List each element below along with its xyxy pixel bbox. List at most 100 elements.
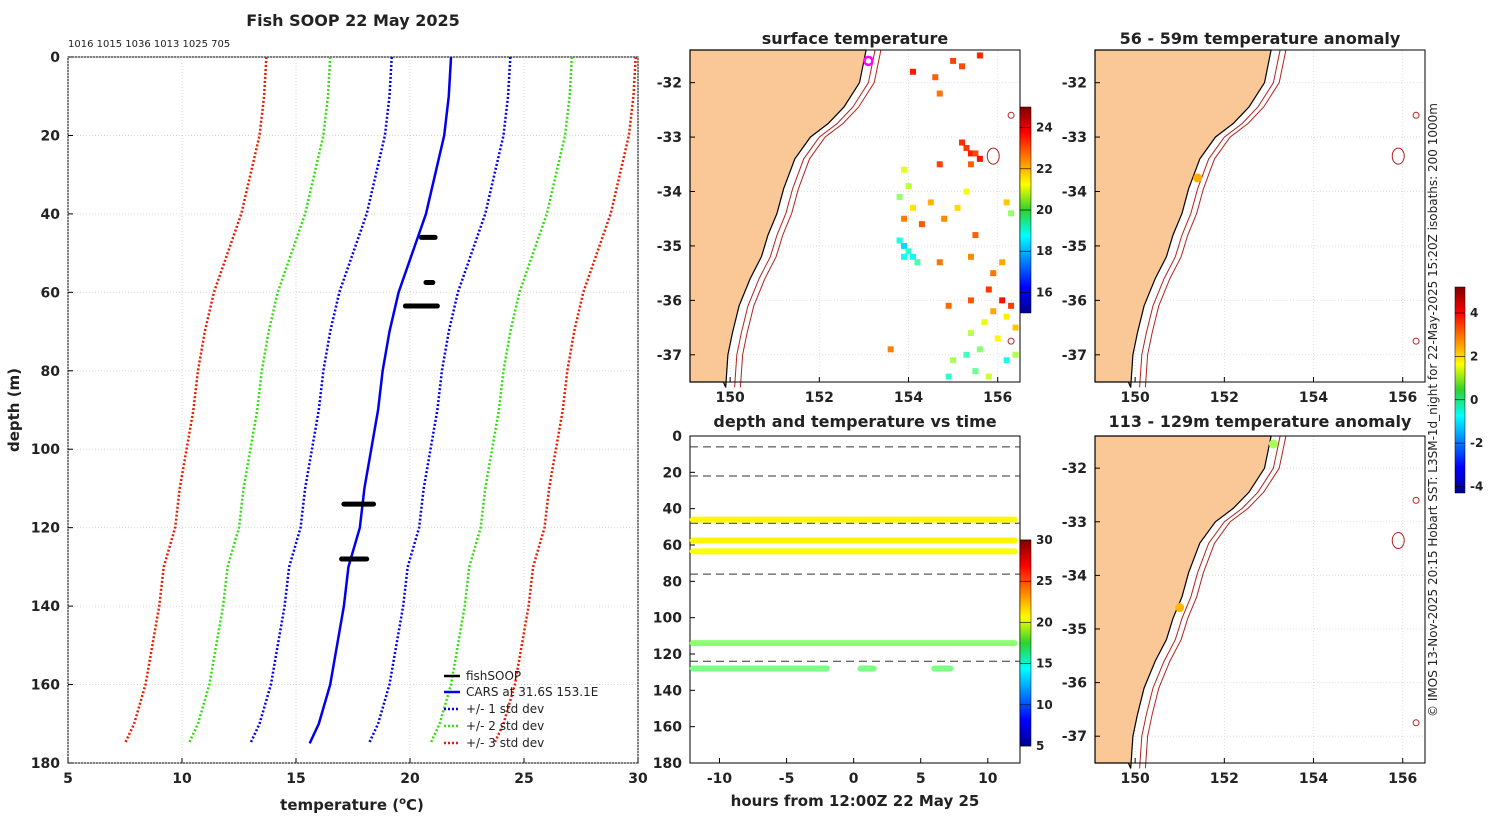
anomaly-deep-isobath-1000 xyxy=(1144,435,1287,769)
profile-y-tick-label: 140 xyxy=(31,599,60,615)
legend-sd2: +/- 2 std dev xyxy=(466,719,544,733)
sst-cell xyxy=(959,63,966,70)
colorbar-tick-label: -4 xyxy=(1470,479,1483,493)
depth-time-frame xyxy=(689,435,1021,764)
sst-cell xyxy=(999,259,1006,266)
map-lat-tick-label: -33 xyxy=(1062,515,1087,531)
profile-axes-frame xyxy=(67,56,639,764)
map-lon-tick-label: 156 xyxy=(1388,771,1417,787)
sst-cell xyxy=(994,335,1001,342)
surface-map-islands xyxy=(986,111,1015,345)
anomaly-shallow-land xyxy=(1094,49,1272,388)
colorbar-tick-label: 20 xyxy=(1036,615,1053,629)
sst-cell xyxy=(950,57,957,64)
map-lat-tick-label: -37 xyxy=(1062,348,1087,364)
anomaly-point xyxy=(1175,603,1185,613)
map-lat-tick-label: -34 xyxy=(1062,568,1088,584)
map-lon-tick-label: 152 xyxy=(805,390,834,406)
sst-cell xyxy=(972,368,979,375)
colorbar-tick-label: 2 xyxy=(1470,349,1478,363)
island-outline xyxy=(1007,337,1015,345)
sst-cell xyxy=(967,150,974,157)
map-lon-tick-label: 150 xyxy=(1121,771,1150,787)
sst-cell xyxy=(1003,313,1010,320)
profile-y-tick-label: 60 xyxy=(41,285,61,301)
sst-cell xyxy=(941,215,948,222)
island-outline xyxy=(986,147,1000,165)
anomaly-deep-islands xyxy=(1391,496,1420,727)
colorbar-tick-label: 22 xyxy=(1036,162,1053,176)
anomaly-colorbar-ticks: 4 2 0 -2 -4 xyxy=(1455,306,1483,493)
sst-cell xyxy=(909,68,916,75)
surface-map-isobath-1000 xyxy=(739,49,882,388)
surface-temp-title: surface temperature xyxy=(762,29,949,48)
depth-time-colorbar-ticks: 5 10 15 20 25 30 xyxy=(1020,533,1053,753)
surface-map-land xyxy=(689,49,867,388)
depth-time-title: depth and temperature vs time xyxy=(713,412,996,431)
anomaly-shallow-isobath-200 xyxy=(1139,49,1281,388)
colorbar-tick-label: -2 xyxy=(1470,436,1483,450)
sst-cell xyxy=(901,166,908,173)
sst-cell xyxy=(967,297,974,304)
sd1-lower-line xyxy=(249,56,394,744)
sst-cell xyxy=(976,346,983,353)
sst-cell xyxy=(887,346,894,353)
map-lon-tick-label: 152 xyxy=(1210,390,1239,406)
anomaly-colorbar xyxy=(1454,286,1466,494)
sst-cell xyxy=(972,150,979,157)
depth-time-x-tick-label: -10 xyxy=(707,771,733,787)
sst-cell xyxy=(976,155,983,162)
profile-chart: Fish SOOP 22 May 2025 1016 1015 1036 101… xyxy=(5,11,648,814)
profile-y-tick-label: 180 xyxy=(31,756,60,772)
depth-time-colorbar xyxy=(1019,539,1032,747)
sst-cell xyxy=(999,297,1006,304)
anomaly-shallow-title: 56 - 59m temperature anomaly xyxy=(1120,29,1401,48)
sst-cell xyxy=(918,221,925,228)
sst-cell xyxy=(901,242,908,249)
profile-x-tick-label: 20 xyxy=(400,771,420,787)
sst-cell xyxy=(972,232,979,239)
profile-y-ticks: 0 20 40 60 80 100 120 140 160 180 xyxy=(31,50,73,772)
sst-cell xyxy=(954,204,961,211)
sst-cell xyxy=(959,139,966,146)
depth-time-x-tick-label: 5 xyxy=(916,771,926,787)
profile-x-tick-label: 10 xyxy=(172,771,192,787)
island-outline xyxy=(1391,532,1405,550)
anomaly-deep-isobath-200 xyxy=(1139,435,1281,769)
sd2-lower-line xyxy=(187,56,332,744)
map-lat-tick-label: -37 xyxy=(1062,729,1087,745)
anomaly-shallow-isobath-1000 xyxy=(1144,49,1287,388)
sst-cell xyxy=(990,308,997,315)
ship-position-marker xyxy=(863,55,874,67)
profile-y-tick-label: 20 xyxy=(41,128,61,144)
sst-cell xyxy=(1003,357,1010,364)
sst-cell xyxy=(896,193,903,200)
map-lat-tick-label: -34 xyxy=(657,185,683,201)
depth-time-y-tick-label: 40 xyxy=(663,502,683,518)
sst-cell xyxy=(985,373,992,380)
sst-cell xyxy=(967,161,974,168)
sst-cell xyxy=(981,319,988,326)
colorbar-tick-label: 0 xyxy=(1470,393,1478,407)
sst-cell xyxy=(945,302,952,309)
island-outline xyxy=(1412,111,1420,119)
colorbar-tick-label: 30 xyxy=(1036,533,1053,547)
map-lat-tick-label: -33 xyxy=(1062,130,1087,146)
profile-grid xyxy=(67,56,639,764)
profile-title: Fish SOOP 22 May 2025 xyxy=(246,11,460,30)
sst-cell xyxy=(976,52,983,59)
sst-cell xyxy=(914,259,921,266)
sst-cell xyxy=(1008,210,1015,217)
depth-time-x-tick-label: 10 xyxy=(978,771,998,787)
map-lon-tick-label: 156 xyxy=(1388,390,1417,406)
anomaly-map-shallow: 56 - 59m temperature anomaly 150 152 154 15… xyxy=(1062,29,1426,406)
profile-y-tick-label: 40 xyxy=(41,207,61,223)
map-lon-tick-label: 152 xyxy=(1210,771,1239,787)
anomaly-shallow-ticks: 150 152 154 156 -32 -33 -34 -35 -36 -37 xyxy=(1062,76,1418,406)
surface-temp-map: surface temperature 150 152 154 156 -32 -33 -3… xyxy=(657,29,1053,406)
profile-y-tick-label: 160 xyxy=(31,678,60,694)
depth-time-y-tick-label: 60 xyxy=(663,538,683,554)
depth-time-x-tick-label: -5 xyxy=(779,771,795,787)
